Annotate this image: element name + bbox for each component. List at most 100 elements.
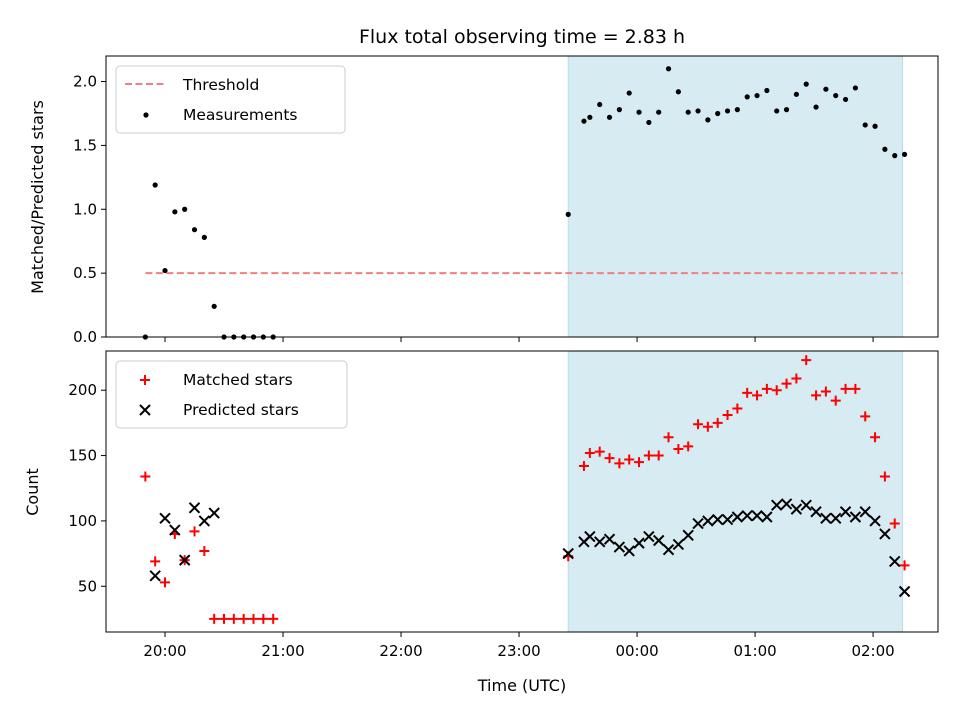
predicted-star-point: [188, 502, 201, 514]
top-legend-box: [115, 65, 346, 134]
bottom-star-count-points: [140, 355, 911, 624]
bottom-panel: 50 100 150 200 20:00 21:00 22:00 23:00 00:00 01:…: [23, 350, 939, 695]
measurement-point: [833, 92, 839, 99]
predicted-star-point: [584, 530, 596, 543]
measurement-point: [892, 153, 898, 159]
legend-matched-label: Matched stars: [183, 371, 293, 389]
x-tick-label: 01:00: [733, 642, 776, 660]
bottom-y-tick-label: 100: [68, 512, 97, 530]
predicted-star-point: [751, 509, 763, 522]
matched-star-point: [830, 395, 841, 406]
legend-predicted-label: Predicted stars: [183, 401, 299, 419]
measurement-point: [201, 234, 207, 240]
bottom-shaded-region: [567, 350, 904, 633]
top-y-tick-label: 1.0: [73, 200, 97, 218]
x-tick-label: 21:00: [261, 642, 304, 660]
bottom-y-axis-label: Count: [23, 468, 42, 516]
measurement-point: [646, 119, 652, 126]
legend-measurements-label: Measurements: [183, 106, 298, 124]
measurement-point: [565, 211, 571, 217]
predicted-star-point: [149, 570, 161, 582]
predicted-star-point: [849, 511, 862, 523]
measurement-point: [783, 107, 790, 113]
top-y-tick-label: 2.0: [73, 73, 97, 91]
matched-star-point: [811, 390, 822, 401]
top-y-tick-label: 0.5: [73, 264, 97, 282]
top-y-tick-label: 1.5: [73, 136, 97, 154]
matched-star-point: [634, 457, 645, 468]
measurement-point: [191, 227, 198, 233]
measurement-point: [803, 81, 809, 87]
matched-star-point: [850, 383, 861, 394]
matched-star-point: [683, 441, 694, 452]
matched-star-point: [801, 355, 812, 366]
matched-star-point: [248, 613, 259, 624]
predicted-star-point: [198, 515, 211, 527]
legend-matched-swatch: [140, 375, 150, 385]
predicted-star-point: [839, 506, 852, 518]
measurement-point: [172, 209, 178, 215]
predicted-star-point: [692, 517, 704, 530]
measurement-point: [744, 94, 750, 100]
predicted-star-point: [652, 534, 665, 547]
matched-star-point: [732, 403, 743, 414]
measurement-point: [162, 267, 168, 274]
top-axes-frame: [105, 55, 939, 338]
predicted-star-point: [790, 503, 803, 515]
measurement-point: [774, 108, 780, 114]
matched-star-point: [238, 613, 249, 624]
measurement-point: [626, 90, 632, 96]
predicted-star-point: [633, 537, 645, 549]
predicted-star-point: [178, 554, 191, 566]
bottom-axes-frame: [105, 350, 939, 633]
bottom-legend-box: [115, 360, 348, 429]
measurement-point: [211, 303, 217, 309]
matched-star-point: [663, 432, 674, 443]
bottom-x-ticks: 20:00 21:00 22:00 23:00 00:00 01:00 02:00: [143, 632, 895, 660]
bottom-y-tick-label: 200: [68, 381, 97, 399]
predicted-star-point: [562, 547, 574, 560]
bottom-y-tick-label: 50: [78, 577, 97, 595]
measurement-point: [882, 146, 888, 152]
predicted-star-point: [702, 515, 714, 527]
predicted-star-point: [682, 529, 694, 541]
measurement-point: [734, 107, 740, 113]
matched-star-point: [219, 613, 230, 624]
measurement-point: [685, 109, 691, 115]
predicted-star-point: [771, 499, 783, 511]
measurement-point: [793, 91, 799, 97]
predicted-star-point: [662, 543, 675, 556]
predicted-star-point: [820, 512, 832, 525]
matched-star-point: [614, 458, 625, 469]
predicted-star-point: [731, 511, 744, 523]
measurement-point: [182, 206, 188, 212]
measurement-point: [587, 114, 593, 120]
predicted-star-point: [780, 498, 793, 510]
matched-star-point: [761, 383, 772, 394]
predicted-star-point: [741, 509, 753, 522]
top-panel: 0.00.51.01.52.0 Matched/Predicted stars …: [28, 55, 939, 346]
measurement-point: [901, 151, 908, 157]
measurement-point: [813, 104, 819, 110]
matched-star-point: [258, 613, 269, 624]
measurement-point: [581, 118, 587, 124]
matched-star-point: [742, 387, 753, 398]
matched-star-point: [791, 373, 802, 384]
predicted-star-point: [208, 507, 220, 519]
measurement-point: [764, 87, 770, 94]
measurement-point: [724, 108, 731, 114]
x-tick-label: 20:00: [143, 642, 186, 660]
measurement-point: [862, 122, 868, 128]
matched-star-point: [752, 390, 763, 401]
top-y-axis-label: Matched/Predicted stars: [28, 100, 47, 294]
matched-star-point: [160, 577, 171, 588]
matched-star-point: [228, 613, 239, 624]
measurement-point: [636, 109, 642, 115]
matched-star-point: [889, 518, 900, 529]
matched-star-point: [594, 446, 605, 457]
matched-star-point: [712, 417, 723, 428]
matched-star-point: [771, 385, 782, 396]
matched-star-point: [781, 378, 792, 389]
predicted-star-point: [623, 545, 635, 557]
measurement-point: [852, 85, 858, 91]
